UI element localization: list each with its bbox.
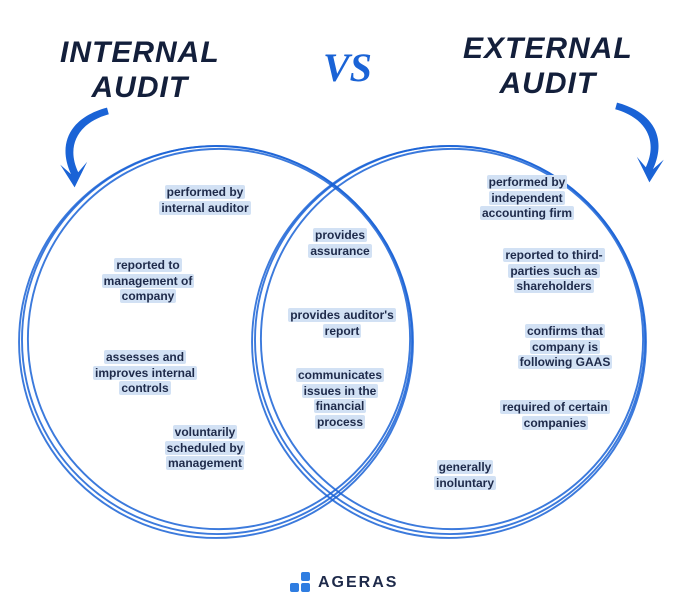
logo-text: AGERAS [318, 574, 398, 592]
venn-item: generallyinoluntary [405, 460, 525, 491]
venn-item: required of certaincompanies [475, 400, 635, 431]
venn-item: performed byinternal auditor [135, 185, 275, 216]
venn-item: reported tomanagement ofcompany [78, 258, 218, 305]
venn-item: confirms thatcompany isfollowing GAAS [490, 324, 640, 371]
left-title: INTERNAL AUDIT [60, 36, 220, 105]
venn-item: assesses andimproves internalcontrols [70, 350, 220, 397]
venn-item: reported to third-parties such asshareho… [474, 248, 634, 295]
logo-blocks-icon [290, 572, 312, 594]
venn-item: provides auditor'sreport [272, 308, 412, 339]
brand-logo: AGERAS [290, 572, 398, 594]
venn-item: performed byindependentaccounting firm [452, 175, 602, 222]
right-title: EXTERNAL AUDIT [463, 32, 633, 101]
venn-item: voluntarilyscheduled bymanagement [135, 425, 275, 472]
venn-item: providesassurance [285, 228, 395, 259]
vs-label: VS [323, 44, 372, 91]
venn-item: communicatesissues in thefinancialproces… [280, 368, 400, 430]
right-arrow-icon [590, 95, 680, 190]
